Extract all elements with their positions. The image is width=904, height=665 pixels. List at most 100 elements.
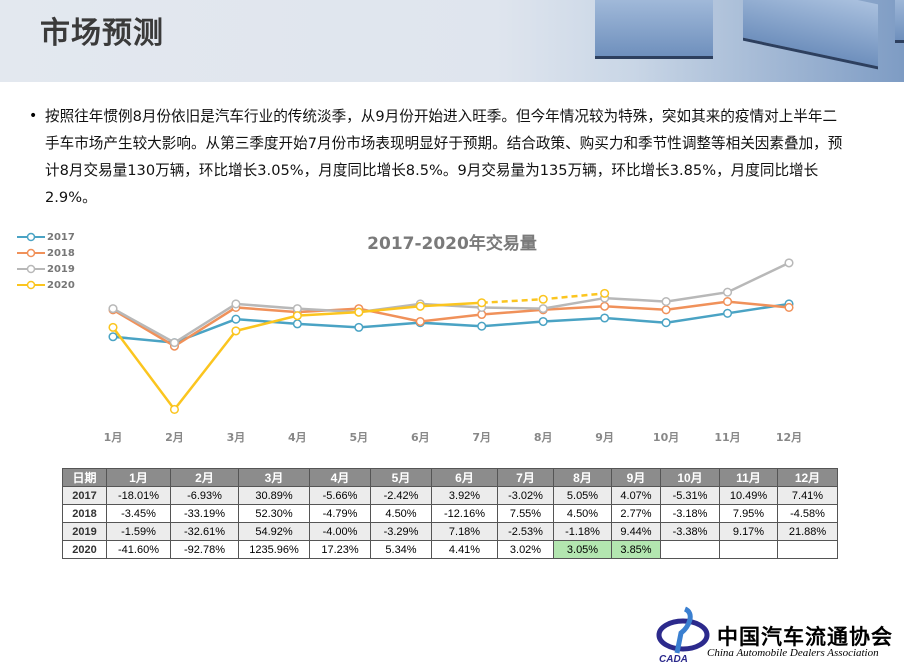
data-point-2017 (292, 319, 302, 329)
value-cell: -3.02% (497, 486, 554, 505)
table-row: 2017 -18.01% -6.93% 30.89% -5.66% -2.42% 3.92%… (62, 486, 838, 505)
value-cell: -6.93% (170, 486, 239, 505)
value-cell: -4.79% (309, 504, 371, 523)
forecast-paragraph: 按照往年惯例8月份依旧是汽车行业的传统淡季，从9月份开始进入旺季。但今年情况较为… (45, 108, 843, 206)
value-cell: 4.41% (431, 540, 498, 559)
value-cell (719, 540, 778, 559)
legend-label: 2017 (47, 231, 75, 243)
svg-text:CADA: CADA (659, 654, 688, 663)
legend-label: 2018 (47, 247, 75, 259)
header-month: 4月 (309, 468, 371, 487)
header-month: 3月 (238, 468, 310, 487)
logo-en: China Automobile Dealers Association (707, 647, 879, 659)
decorative-cube (895, 0, 904, 43)
data-point-2018 (784, 302, 794, 312)
value-cell: 7.55% (497, 504, 554, 523)
data-point-2019 (231, 299, 241, 309)
data-point-2020 (169, 404, 180, 414)
data-point-2019 (538, 304, 548, 314)
value-cell: 30.89% (238, 486, 310, 505)
legend-item: 2017 (17, 229, 75, 245)
data-point-2019 (661, 297, 671, 307)
value-cell: -5.31% (660, 486, 720, 505)
series-2018-line (112, 300, 790, 348)
cada-logo: CADA 中国汽车流通协会 China Automobile Dealers A… (655, 605, 904, 665)
data-point-2017 (231, 314, 241, 324)
value-cell: -33.19% (170, 504, 239, 523)
bullet-icon: • (29, 108, 38, 124)
value-cell: -1.18% (553, 522, 612, 541)
value-cell: 3.85% (611, 540, 661, 559)
year-cell: 2018 (62, 504, 107, 523)
value-cell: -1.59% (106, 522, 171, 541)
value-cell: 9.44% (611, 522, 661, 541)
data-point-2017 (477, 321, 487, 331)
decorative-cube (595, 0, 713, 59)
header-month: 1月 (106, 468, 171, 487)
value-cell: -3.29% (370, 522, 432, 541)
chart-title: 2017-2020年交易量 (367, 234, 537, 254)
page-title: 市场预测 (40, 16, 164, 51)
data-point-2020 (354, 307, 364, 317)
value-cell: 5.05% (553, 486, 612, 505)
x-tick-label: 5月 (349, 431, 368, 444)
year-cell: 2020 (62, 540, 107, 559)
x-tick-label: 3月 (227, 431, 246, 444)
legend-label: 2019 (47, 263, 75, 275)
year-cell: 2017 (62, 486, 107, 505)
value-cell: -92.78% (170, 540, 239, 559)
header-date: 日期 (62, 468, 107, 487)
header-month: 10月 (660, 468, 720, 487)
value-cell: -18.01% (106, 486, 171, 505)
header-month: 12月 (777, 468, 838, 487)
data-point-2019 (108, 304, 118, 314)
data-point-2020 (538, 294, 548, 304)
data-point-2017 (600, 313, 610, 323)
header-month: 5月 (370, 468, 432, 487)
table-row: 2019 -1.59% -32.61% 54.92% -4.00% -3.29% 7.18%… (62, 522, 838, 541)
value-cell: 4.50% (370, 504, 432, 523)
value-cell: 17.23% (309, 540, 371, 559)
legend-label: 2020 (47, 279, 75, 291)
legend-item: 2020 (17, 277, 75, 293)
value-cell: 54.92% (238, 522, 310, 541)
year-cell: 2019 (62, 522, 107, 541)
table-row: 2018 -3.45% -33.19% 52.30% -4.79% 4.50% -12.16… (62, 504, 838, 523)
data-point-2020 (231, 326, 241, 336)
x-tick-label: 9月 (595, 431, 614, 444)
value-cell: 1235.96% (238, 540, 310, 559)
value-cell: 52.30% (238, 504, 310, 523)
data-point-2020 (477, 298, 487, 308)
cada-logo-icon: CADA (656, 606, 710, 663)
data-point-2019 (169, 338, 180, 348)
data-point-2018 (661, 305, 671, 315)
data-point-2020 (415, 301, 425, 311)
x-tick-label: 1月 (104, 431, 123, 444)
value-cell: 7.95% (719, 504, 778, 523)
value-cell: 4.50% (553, 504, 612, 523)
value-cell: -3.38% (660, 522, 720, 541)
value-cell: -4.00% (309, 522, 371, 541)
logo-cn: 中国汽车流通协会 (717, 624, 893, 649)
data-point-2020 (292, 311, 302, 321)
value-cell: 2.77% (611, 504, 661, 523)
table-row: 2020 -41.60% -92.78% 1235.96% 17.23% 5.34% 4.4… (62, 540, 838, 559)
value-cell: -3.18% (660, 504, 720, 523)
x-tick-label: 6月 (411, 431, 430, 444)
series-2017-line (112, 302, 790, 344)
value-cell: -2.42% (370, 486, 432, 505)
data-point-2017 (538, 316, 548, 327)
header-month: 11月 (719, 468, 778, 487)
data-point-2018 (600, 301, 610, 311)
value-cell: 21.88% (777, 522, 838, 541)
header-banner: 市场预测 (0, 0, 904, 82)
value-cell: -5.66% (309, 486, 371, 505)
x-tick-label: 11月 (714, 431, 740, 444)
header-month: 8月 (553, 468, 612, 487)
x-tick-label: 10月 (653, 431, 679, 444)
legend-item: 2019 (17, 261, 75, 277)
value-cell: 5.34% (370, 540, 432, 559)
data-point-2019 (722, 287, 733, 297)
header-month: 6月 (431, 468, 498, 487)
x-tick-label: 12月 (776, 431, 802, 444)
